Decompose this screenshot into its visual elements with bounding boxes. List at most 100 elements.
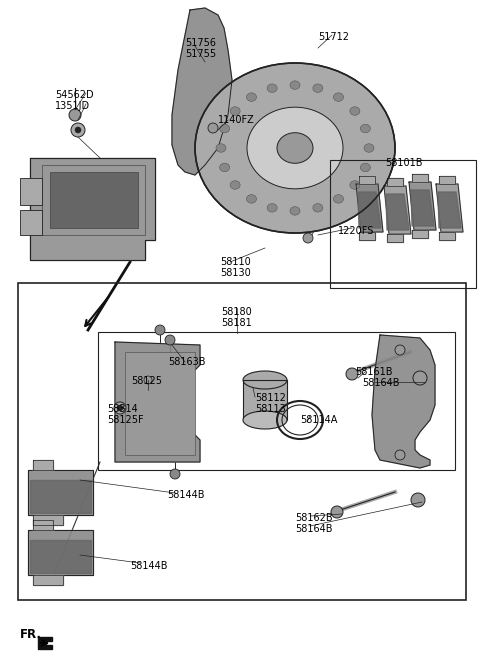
Polygon shape: [28, 470, 93, 515]
Polygon shape: [411, 190, 434, 226]
Circle shape: [331, 506, 343, 518]
Text: 1220FS: 1220FS: [338, 226, 374, 236]
Ellipse shape: [290, 207, 300, 215]
Polygon shape: [33, 460, 53, 470]
Polygon shape: [412, 230, 428, 238]
Bar: [50, 172, 138, 228]
Polygon shape: [33, 520, 53, 530]
Polygon shape: [28, 530, 93, 575]
Polygon shape: [115, 342, 200, 462]
Circle shape: [303, 233, 313, 243]
Circle shape: [69, 109, 81, 121]
Text: 58130: 58130: [220, 268, 251, 278]
Text: 58164B: 58164B: [295, 524, 333, 534]
Ellipse shape: [360, 124, 371, 133]
Text: 58110: 58110: [220, 257, 251, 267]
Text: 1351JD: 1351JD: [55, 101, 90, 111]
Ellipse shape: [267, 84, 277, 93]
Circle shape: [170, 469, 180, 479]
Text: 58181: 58181: [222, 318, 252, 328]
Text: 58125F: 58125F: [107, 415, 144, 425]
Polygon shape: [30, 480, 91, 513]
Ellipse shape: [247, 194, 256, 203]
Bar: [243, 380, 287, 420]
Circle shape: [144, 376, 152, 384]
Polygon shape: [387, 234, 403, 242]
Polygon shape: [172, 8, 232, 175]
Text: 58113: 58113: [255, 404, 286, 414]
Polygon shape: [387, 178, 403, 186]
Polygon shape: [439, 232, 455, 240]
Polygon shape: [412, 174, 428, 182]
Ellipse shape: [313, 84, 323, 93]
Ellipse shape: [220, 163, 229, 171]
Text: 58144B: 58144B: [130, 561, 168, 571]
Polygon shape: [439, 176, 455, 184]
Polygon shape: [438, 192, 461, 228]
Polygon shape: [409, 182, 436, 230]
Circle shape: [411, 493, 425, 507]
Polygon shape: [33, 575, 63, 585]
Ellipse shape: [230, 181, 240, 189]
Circle shape: [395, 450, 405, 460]
Text: 51755: 51755: [185, 49, 216, 59]
Circle shape: [117, 405, 123, 411]
Polygon shape: [359, 176, 375, 184]
Ellipse shape: [247, 107, 343, 189]
Ellipse shape: [334, 194, 344, 203]
Polygon shape: [358, 192, 381, 228]
Ellipse shape: [267, 204, 277, 212]
Circle shape: [346, 368, 358, 380]
Bar: [18, 283, 466, 600]
Bar: [98, 332, 455, 470]
Bar: [42, 165, 145, 235]
Ellipse shape: [350, 107, 360, 115]
Text: 58125: 58125: [131, 376, 162, 386]
Polygon shape: [38, 637, 52, 649]
Text: 58161B: 58161B: [355, 367, 393, 377]
Polygon shape: [33, 515, 63, 525]
Bar: [330, 160, 476, 288]
Text: 58144B: 58144B: [167, 490, 204, 500]
Ellipse shape: [350, 181, 360, 189]
Ellipse shape: [247, 93, 256, 101]
Ellipse shape: [216, 144, 226, 152]
Bar: [243, 380, 287, 420]
Ellipse shape: [360, 163, 371, 171]
Circle shape: [165, 335, 175, 345]
Polygon shape: [356, 184, 383, 232]
Ellipse shape: [277, 133, 313, 164]
Text: 58163B: 58163B: [168, 357, 205, 367]
Text: 51712: 51712: [318, 32, 349, 42]
Text: FR.: FR.: [20, 629, 42, 641]
Circle shape: [395, 345, 405, 355]
Circle shape: [208, 123, 218, 133]
Ellipse shape: [243, 371, 287, 389]
Polygon shape: [436, 184, 463, 232]
Text: 58162B: 58162B: [295, 513, 333, 523]
Ellipse shape: [230, 107, 240, 115]
Bar: [20, 178, 42, 205]
Ellipse shape: [334, 93, 344, 101]
Text: 58164B: 58164B: [362, 378, 399, 388]
Circle shape: [114, 402, 126, 414]
Polygon shape: [384, 186, 411, 234]
Text: 54562D: 54562D: [55, 90, 94, 100]
Polygon shape: [30, 540, 91, 573]
Text: 58112: 58112: [255, 393, 286, 403]
Bar: [20, 210, 42, 235]
Circle shape: [71, 123, 85, 137]
Text: 1140FZ: 1140FZ: [218, 115, 255, 125]
Circle shape: [413, 371, 427, 385]
Text: 58180: 58180: [222, 307, 252, 317]
Polygon shape: [30, 158, 155, 260]
Polygon shape: [386, 194, 409, 230]
Ellipse shape: [220, 124, 229, 133]
Circle shape: [155, 325, 165, 335]
Polygon shape: [372, 335, 435, 468]
Text: 58101B: 58101B: [385, 158, 422, 168]
Text: 51756: 51756: [185, 38, 216, 48]
Ellipse shape: [364, 144, 374, 152]
Text: 58314: 58314: [107, 404, 138, 414]
Ellipse shape: [243, 411, 287, 429]
